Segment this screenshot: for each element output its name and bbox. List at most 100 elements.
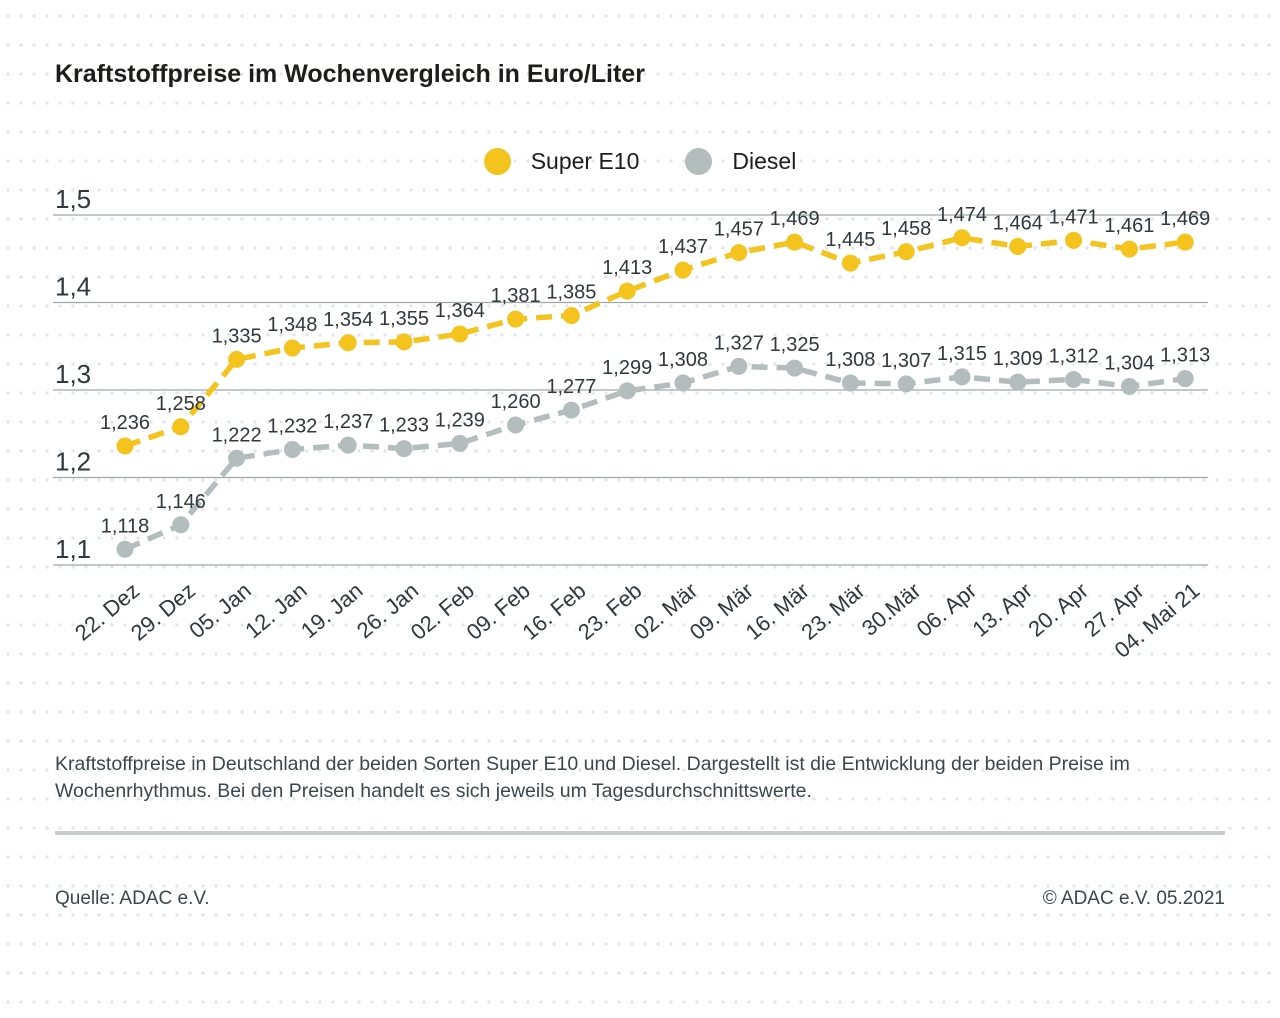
data-point-label: 1,469 bbox=[770, 208, 820, 230]
y-tick-label: 1,2 bbox=[55, 447, 91, 477]
data-point-label: 1,258 bbox=[156, 393, 206, 415]
data-point bbox=[339, 436, 357, 454]
data-point-label: 1,222 bbox=[212, 424, 262, 446]
chart-area: 1,1 1,2 1,3 1,4 1,5 22. Dez 29. Dez 05. Jan 12. … bbox=[0, 184, 1280, 690]
data-point bbox=[1009, 238, 1027, 255]
data-point bbox=[674, 261, 692, 279]
x-tick-label: 29. Dez bbox=[126, 578, 200, 646]
data-point-label: 1,413 bbox=[602, 257, 652, 279]
x-tick-label: 12. Jan bbox=[240, 578, 311, 644]
chart-legend: Super E10 Diesel bbox=[0, 148, 1280, 175]
data-point bbox=[451, 325, 469, 343]
footer-divider bbox=[55, 831, 1225, 835]
data-point-label: 1,236 bbox=[100, 412, 150, 434]
data-point-label: 1,471 bbox=[1049, 206, 1099, 228]
y-tick-label: 1,1 bbox=[55, 534, 91, 564]
source-text: Quelle: ADAC e.V. bbox=[55, 888, 210, 909]
data-point-label: 1,381 bbox=[491, 285, 541, 307]
data-point-label: 1,239 bbox=[435, 409, 485, 431]
data-point-label: 1,354 bbox=[323, 309, 373, 331]
data-point bbox=[283, 441, 301, 458]
data-point bbox=[228, 350, 246, 368]
data-point bbox=[116, 437, 134, 455]
data-point bbox=[339, 334, 357, 352]
legend-item-super-e10: Super E10 bbox=[483, 148, 640, 175]
data-point-label: 1,146 bbox=[156, 491, 206, 513]
data-point bbox=[841, 254, 859, 272]
data-point-label: 1,348 bbox=[267, 314, 317, 336]
data-point-label: 1,385 bbox=[546, 282, 596, 304]
diesel-dot-icon bbox=[685, 148, 713, 175]
data-point bbox=[1065, 231, 1083, 249]
data-point bbox=[897, 375, 915, 393]
data-point-label: 1,474 bbox=[937, 204, 987, 226]
data-point bbox=[953, 368, 971, 386]
x-tick-label: 23. Mär bbox=[796, 578, 869, 645]
data-point bbox=[451, 434, 469, 452]
data-point bbox=[507, 416, 525, 434]
data-point bbox=[618, 282, 636, 300]
data-point-label: 1,325 bbox=[770, 334, 820, 356]
legend-label-super-e10: Super E10 bbox=[530, 148, 640, 174]
data-point bbox=[172, 516, 190, 534]
data-point bbox=[953, 229, 971, 247]
data-point bbox=[730, 244, 748, 262]
data-point-label: 1,335 bbox=[212, 325, 262, 347]
series-line-diesel bbox=[123, 363, 1186, 552]
y-tick-label: 1,3 bbox=[55, 359, 91, 389]
data-point-label: 1,457 bbox=[714, 219, 764, 241]
data-point-label: 1,461 bbox=[1104, 215, 1154, 237]
data-point-label: 1,233 bbox=[379, 415, 429, 437]
x-tick-label: 05. Jan bbox=[184, 578, 255, 644]
data-point bbox=[1176, 233, 1194, 251]
data-point-label: 1,312 bbox=[1049, 346, 1099, 368]
data-point bbox=[562, 307, 580, 325]
data-point-label: 1,445 bbox=[825, 229, 875, 251]
data-point-label: 1,232 bbox=[267, 416, 317, 438]
x-tick-label: 13. Apr bbox=[968, 578, 1037, 642]
page-title: Kraftstoffpreise im Wochenvergleich in E… bbox=[55, 60, 645, 88]
data-point-label: 1,260 bbox=[491, 391, 541, 413]
data-point bbox=[674, 374, 692, 392]
data-point bbox=[507, 310, 525, 328]
data-point bbox=[395, 333, 413, 351]
data-point-label: 1,464 bbox=[993, 213, 1043, 235]
data-point-label: 1,315 bbox=[937, 343, 987, 365]
data-point-label: 1,309 bbox=[993, 348, 1043, 370]
data-point-label: 1,304 bbox=[1104, 353, 1154, 375]
data-point bbox=[786, 359, 804, 377]
data-point-label: 1,364 bbox=[435, 300, 485, 322]
x-tick-label: 06. Apr bbox=[912, 578, 981, 642]
series-line-super-e10 bbox=[124, 234, 1186, 449]
x-tick-label: 19. Jan bbox=[296, 578, 367, 644]
data-point bbox=[116, 540, 134, 558]
data-point-label: 1,308 bbox=[825, 349, 875, 371]
data-point-label: 1,469 bbox=[1160, 208, 1210, 230]
data-point bbox=[786, 233, 804, 251]
data-point-label: 1,327 bbox=[714, 332, 764, 354]
y-tick-label: 1,5 bbox=[55, 190, 91, 214]
data-point bbox=[841, 374, 859, 392]
data-point-label: 1,237 bbox=[323, 411, 373, 433]
data-point-label: 1,355 bbox=[379, 308, 429, 330]
data-point-label: 1,307 bbox=[881, 350, 931, 372]
chart-description: Kraftstoffpreise in Deutschland der beid… bbox=[55, 752, 1130, 802]
legend-item-diesel: Diesel bbox=[685, 148, 796, 175]
data-point bbox=[730, 357, 748, 375]
data-point bbox=[1065, 371, 1083, 388]
x-tick-label: 20. Apr bbox=[1023, 578, 1092, 642]
y-tick-label: 1,4 bbox=[55, 272, 91, 302]
data-point bbox=[283, 339, 301, 357]
x-tick-label: 30.Mär bbox=[857, 578, 926, 641]
data-point bbox=[897, 243, 915, 261]
data-point bbox=[395, 440, 413, 458]
data-point bbox=[172, 418, 190, 436]
data-point-label: 1,437 bbox=[658, 236, 708, 258]
data-point-label: 1,308 bbox=[658, 349, 708, 371]
data-point-label: 1,118 bbox=[101, 515, 150, 537]
data-point bbox=[228, 449, 246, 467]
data-point bbox=[562, 401, 580, 419]
copyright-text: © ADAC e.V. 05.2021 bbox=[1042, 888, 1225, 909]
legend-label-diesel: Diesel bbox=[732, 148, 797, 174]
